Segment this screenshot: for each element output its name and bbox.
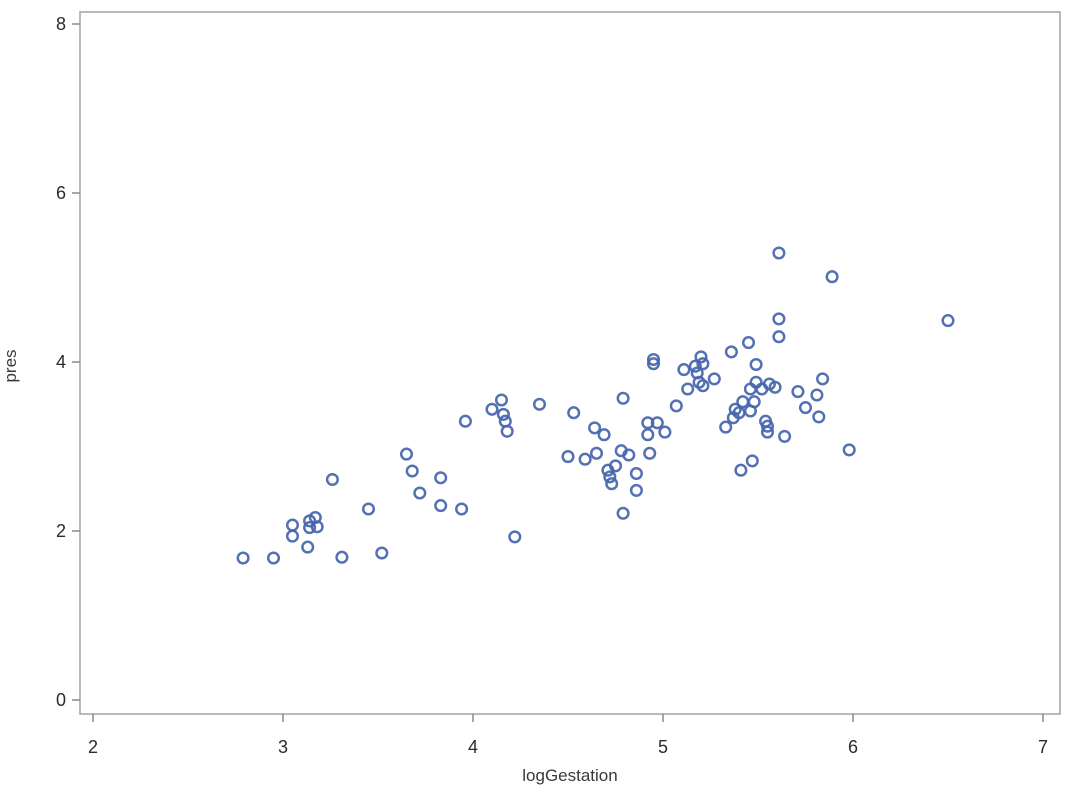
x-tick-label: 2	[88, 737, 98, 757]
data-point	[669, 399, 683, 413]
data-point	[825, 270, 839, 284]
data-point	[567, 406, 581, 420]
plot-frame	[79, 11, 1061, 715]
data-point	[629, 483, 643, 497]
data-point	[791, 385, 805, 399]
data-point	[325, 472, 339, 487]
data-point	[816, 372, 830, 386]
data-point	[643, 446, 657, 460]
y-tick-label: 2	[56, 521, 66, 541]
data-point	[236, 551, 250, 565]
data-point	[266, 551, 281, 565]
data-point	[578, 452, 592, 466]
data-point	[589, 446, 604, 460]
data-point	[616, 391, 630, 405]
x-tick-label: 4	[468, 737, 478, 757]
data-point	[677, 363, 691, 377]
data-point	[616, 506, 630, 520]
data-point	[760, 419, 775, 433]
data-point	[310, 520, 324, 534]
data-point	[532, 397, 547, 411]
data-point	[812, 410, 826, 424]
data-point	[650, 416, 664, 430]
data-point	[285, 518, 300, 532]
data-point	[303, 521, 317, 535]
x-axis-label: logGestation	[522, 766, 617, 785]
data-point	[694, 350, 708, 364]
data-point	[681, 382, 695, 396]
data-point	[724, 345, 738, 359]
data-point	[743, 404, 757, 418]
data-point	[658, 425, 672, 439]
data-point	[646, 357, 661, 371]
x-tick-label: 7	[1038, 737, 1048, 757]
data-point	[778, 429, 792, 443]
data-point	[772, 246, 786, 260]
data-point	[399, 447, 414, 461]
y-tick-label: 6	[56, 183, 66, 203]
data-point	[434, 471, 448, 485]
data-point	[768, 380, 782, 394]
x-tick-label: 6	[848, 737, 858, 757]
data-point	[494, 393, 509, 407]
data-point	[361, 502, 376, 516]
data-point	[603, 470, 617, 484]
data-point	[798, 401, 813, 415]
data-point	[375, 546, 389, 560]
data-point	[485, 402, 499, 416]
x-tick-label: 3	[278, 737, 288, 757]
data-point	[755, 382, 769, 396]
data-point	[588, 421, 602, 435]
data-point	[496, 407, 510, 421]
x-tick-label: 5	[658, 737, 668, 757]
data-point	[561, 450, 575, 464]
data-point	[726, 411, 740, 425]
data-point	[434, 499, 448, 513]
data-point	[772, 312, 786, 326]
data-point	[646, 352, 661, 367]
data-point	[500, 424, 514, 438]
data-point	[455, 502, 469, 516]
data-point	[719, 420, 733, 434]
data-point	[508, 530, 522, 544]
data-point	[335, 550, 349, 564]
data-point	[301, 540, 315, 554]
data-point	[413, 486, 427, 500]
data-point	[641, 428, 655, 442]
data-point	[601, 463, 615, 477]
data-point	[622, 448, 636, 462]
data-point	[285, 529, 300, 543]
data-point	[629, 466, 643, 481]
data-point	[458, 414, 472, 428]
y-axis-label: pres	[1, 349, 20, 382]
y-tick-label: 4	[56, 352, 66, 372]
y-tick-label: 0	[56, 690, 66, 710]
data-point	[734, 463, 748, 477]
data-point	[749, 357, 763, 372]
data-point	[498, 414, 512, 428]
data-point	[760, 425, 775, 439]
y-tick-label: 8	[56, 14, 66, 34]
data-point	[842, 443, 856, 457]
data-point	[696, 357, 710, 371]
data-point	[696, 379, 710, 393]
data-point	[810, 388, 824, 402]
data-point	[405, 464, 419, 478]
data-point	[745, 454, 759, 468]
data-point	[597, 428, 611, 442]
data-point	[741, 336, 756, 350]
data-point	[605, 477, 619, 491]
data-point	[707, 372, 721, 386]
data-point	[772, 330, 786, 344]
data-point	[941, 314, 955, 328]
data-point	[688, 359, 702, 373]
